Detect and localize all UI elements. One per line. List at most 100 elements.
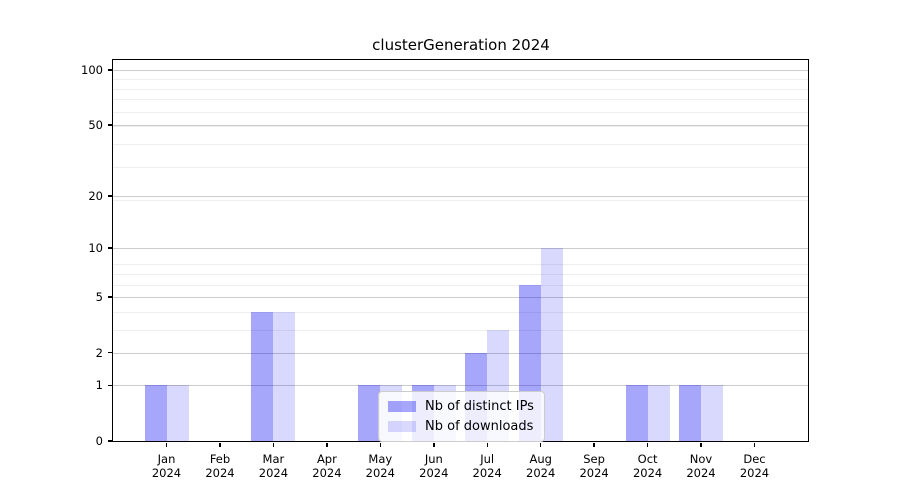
- bar-downloads-aug: [540, 248, 563, 441]
- x-tick-year: 2024: [739, 466, 770, 480]
- major-gridline: [113, 352, 808, 354]
- x-tick-mark: [326, 442, 328, 447]
- minor-gridline: [113, 200, 808, 201]
- bar-distinct-ips-may: [358, 385, 381, 441]
- x-tick-mark: [219, 442, 221, 447]
- x-tick-label: Jan 2024: [135, 452, 199, 480]
- x-tick-mark: [700, 442, 702, 447]
- x-tick-year: 2024: [258, 466, 289, 480]
- bar-downloads-mar: [273, 311, 296, 441]
- bar-distinct-ips-oct: [625, 385, 648, 441]
- x-tick-mark: [486, 442, 488, 447]
- bar-distinct-ips-nov: [679, 385, 701, 441]
- minor-gridline: [113, 88, 808, 90]
- x-tick-label: Sep 2024: [562, 452, 626, 480]
- major-gridline: [113, 296, 808, 298]
- x-tick-year: 2024: [312, 466, 342, 480]
- x-tick-year: 2024: [419, 466, 449, 480]
- legend-swatch-downloads: [388, 421, 416, 432]
- plot-area: Nb of distinct IPs Nb of downloads 0 1 2 5 1…: [81, 59, 809, 480]
- y-tick-mark: [107, 440, 112, 442]
- x-tick-month: Jul: [480, 452, 495, 466]
- x-tick-month: Mar: [262, 452, 285, 466]
- minor-gridline: [113, 264, 808, 266]
- minor-gridline: [113, 144, 808, 146]
- x-tick-year: 2024: [365, 466, 395, 480]
- x-tick-label: Nov 2024: [669, 452, 733, 480]
- y-tick-label: 10: [88, 241, 103, 256]
- y-tick-mark: [107, 247, 112, 249]
- x-tick-year: 2024: [686, 466, 716, 480]
- x-tick-label: Aug 2024: [509, 452, 573, 480]
- y-tick-mark: [107, 384, 112, 386]
- major-gridline: [113, 69, 808, 71]
- minor-gridline: [113, 99, 808, 101]
- x-tick-mark: [593, 442, 595, 447]
- x-tick-mark: [433, 442, 435, 447]
- major-gridline: [113, 196, 808, 198]
- x-tick-year: 2024: [472, 466, 502, 480]
- minor-gridline: [113, 273, 808, 275]
- legend-label-downloads: Nb of downloads: [425, 419, 534, 434]
- x-tick-mark: [165, 442, 168, 447]
- minor-gridline: [113, 111, 808, 113]
- x-tick-month: Jun: [424, 452, 443, 466]
- x-tick-year: 2024: [526, 466, 556, 480]
- x-tick-mark: [646, 442, 649, 447]
- x-tick-mark: [753, 442, 756, 447]
- y-tick-label: 100: [81, 62, 103, 77]
- minor-gridline: [113, 329, 808, 331]
- x-tick-year: 2024: [579, 466, 609, 480]
- x-tick-month: May: [368, 452, 393, 466]
- minor-gridline: [113, 311, 808, 313]
- x-tick-mark: [379, 442, 382, 447]
- x-tick-label: Feb 2024: [188, 452, 252, 480]
- x-tick-year: 2024: [632, 466, 663, 480]
- bar-distinct-ips-jan: [144, 385, 167, 441]
- y-tick-mark: [107, 69, 112, 71]
- minor-gridline: [113, 126, 808, 128]
- legend-item-downloads: Nb of downloads: [388, 419, 534, 434]
- bar-downloads-oct: [647, 385, 670, 441]
- y-tick-label: 20: [88, 189, 103, 204]
- x-tick-month: Apr: [316, 452, 337, 466]
- major-gridline: [113, 248, 808, 250]
- major-gridline: [113, 124, 808, 126]
- x-tick-label: Dec 2024: [723, 452, 787, 480]
- x-tick-mark: [272, 442, 275, 447]
- chart-title: clusterGeneration 2024: [372, 36, 550, 54]
- x-tick-month: Feb: [209, 452, 231, 466]
- y-tick-label: 1: [95, 378, 103, 393]
- major-gridline: [113, 385, 808, 387]
- bar-downloads-nov: [701, 385, 723, 441]
- x-tick-label: Jun 2024: [402, 452, 466, 480]
- minor-gridline: [113, 167, 808, 169]
- bar-distinct-ips-mar: [251, 311, 274, 441]
- legend-label-distinct-ips: Nb of distinct IPs: [425, 399, 534, 414]
- y-tick-label: 0: [95, 434, 103, 448]
- y-tick-label: 50: [88, 117, 103, 132]
- x-tick-month: Nov: [689, 452, 713, 466]
- y-tick-label: 5: [95, 289, 103, 304]
- y-tick-label: 2: [95, 345, 103, 360]
- x-tick-month: Aug: [529, 452, 552, 466]
- legend-swatch-distinct-ips: [388, 401, 416, 412]
- y-tick-mark: [107, 351, 112, 354]
- minor-gridline: [113, 79, 808, 80]
- legend-item-distinct-ips: Nb of distinct IPs: [388, 399, 534, 414]
- legend: Nb of distinct IPs Nb of downloads: [378, 391, 545, 442]
- y-tick-mark: [107, 195, 112, 197]
- x-tick-mark: [539, 442, 542, 447]
- x-tick-label: Apr 2024: [295, 452, 359, 480]
- x-tick-month: Dec: [743, 452, 766, 466]
- x-tick-label: Mar 2024: [241, 452, 305, 480]
- bar-downloads-jan: [166, 385, 189, 441]
- x-tick-label: May 2024: [348, 452, 412, 480]
- minor-gridline: [113, 284, 808, 286]
- x-tick-month: Sep: [583, 452, 605, 466]
- x-tick-label: Jul 2024: [455, 452, 519, 480]
- y-tick-mark: [107, 296, 112, 298]
- x-tick-month: Jan: [157, 452, 176, 466]
- x-tick-year: 2024: [205, 466, 235, 480]
- x-tick-month: Oct: [637, 452, 658, 466]
